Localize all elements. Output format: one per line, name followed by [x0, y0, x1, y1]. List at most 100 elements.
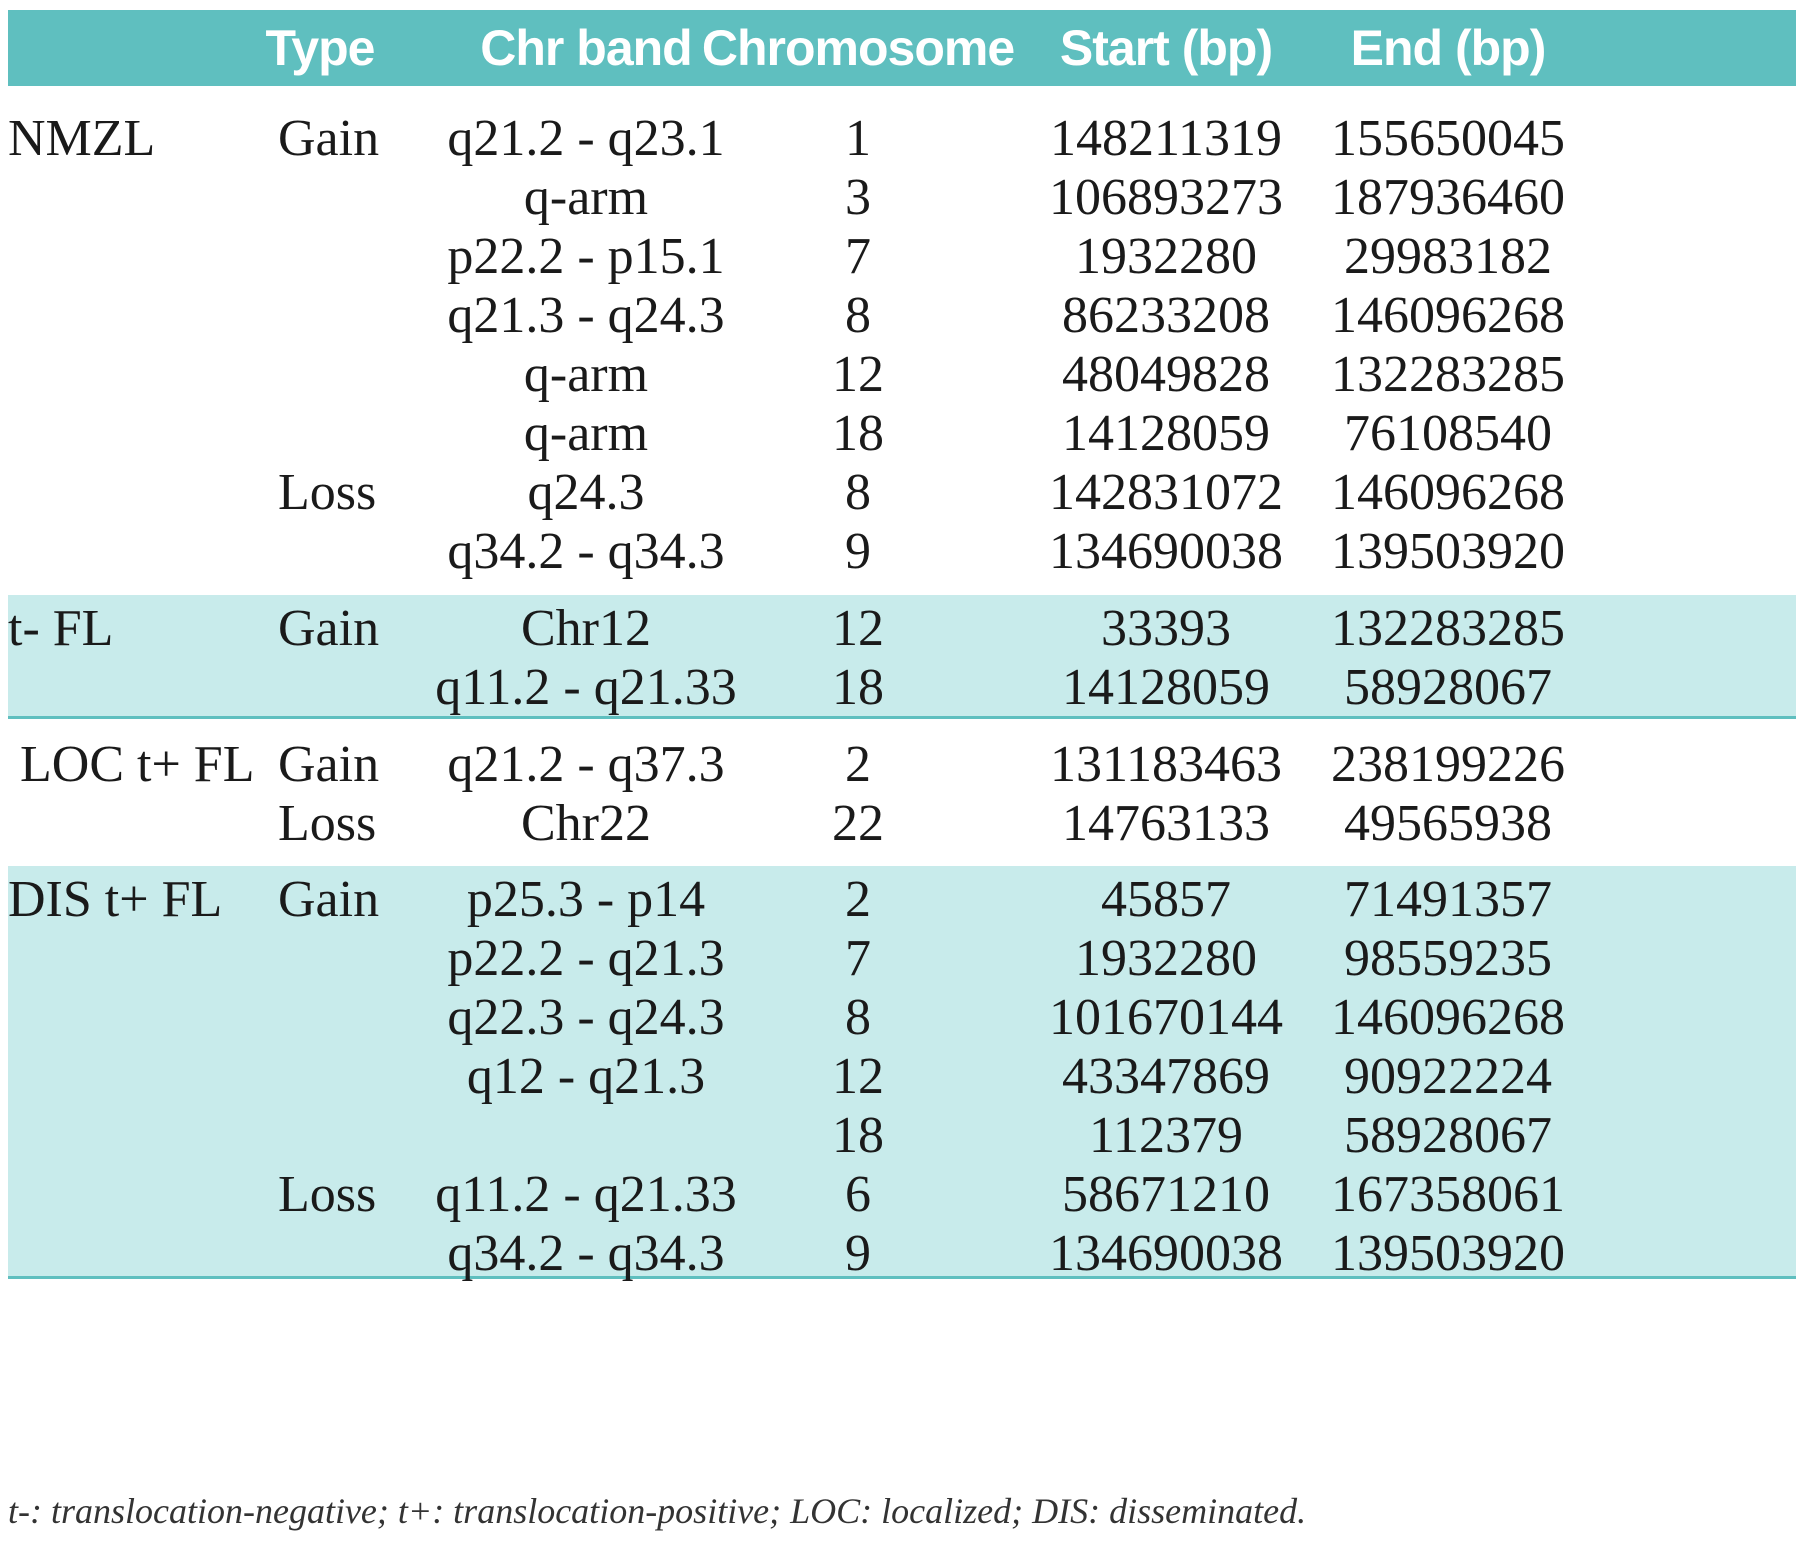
cell-end: 238199226 — [1331, 736, 1565, 793]
cell-band: Chr12 — [521, 600, 651, 657]
group-t-fl: t- FL Gain Chr12 12 33393 132283285 q11.2 - q2… — [8, 595, 1796, 719]
cell-end: 71491357 — [1344, 871, 1552, 928]
header-end: End (bp) — [1350, 20, 1547, 76]
table-header: Type Chr band Chromosome Start (bp) End … — [8, 10, 1796, 86]
header-chromosome: Chromosome — [701, 20, 1015, 76]
cell-chromosome: 9 — [845, 1225, 871, 1282]
cell-end: 187936460 — [1331, 169, 1565, 226]
cell-band: q21.2 - q23.1 — [447, 110, 725, 167]
table-row: Loss q11.2 - q21.33 6 58671210 167358061 — [8, 1161, 1796, 1229]
cell-chromosome: 2 — [845, 871, 871, 928]
cell-chromosome: 6 — [845, 1166, 871, 1223]
cell-chromosome: 3 — [845, 169, 871, 226]
cell-start: 45857 — [1101, 871, 1231, 928]
cell-band: q11.2 - q21.33 — [435, 1166, 737, 1223]
cell-band: q11.2 - q21.33 — [435, 659, 737, 716]
cell-band: q21.2 - q37.3 — [447, 736, 725, 793]
table-row: LOC t+ FL Gain q21.2 - q37.3 2 131183463 2381… — [8, 731, 1796, 799]
table-row: q11.2 - q21.33 18 14128059 58928067 — [8, 654, 1796, 722]
cell-start: 14763133 — [1062, 795, 1270, 852]
group-name: LOC t+ FL — [20, 736, 255, 793]
cell-start: 33393 — [1101, 600, 1231, 657]
cell-band: q12 - q21.3 — [466, 1048, 706, 1105]
cell-band: p22.2 - p15.1 — [447, 228, 725, 285]
cell-band: q-arm — [523, 169, 649, 226]
table-row: q21.3 - q24.3 8 86233208 146096268 — [8, 282, 1796, 350]
cell-chromosome: 12 — [832, 600, 884, 657]
cell-band: p22.2 - q21.3 — [447, 930, 725, 987]
group-name: t- FL — [8, 600, 114, 657]
cell-start: 1932280 — [1075, 228, 1257, 285]
table-row: DIS t+ FL Gain p25.3 - p14 2 45857 71491357 — [8, 866, 1796, 934]
cell-end: 49565938 — [1344, 795, 1552, 852]
table-row: q-arm 3 106893273 187936460 — [8, 164, 1796, 232]
cell-band: q21.3 - q24.3 — [447, 287, 725, 344]
table-row: 18 112379 58928067 — [8, 1102, 1796, 1170]
cell-start: 142831072 — [1049, 464, 1283, 521]
header-band: Chr band — [480, 20, 692, 76]
cell-band: q24.3 — [527, 464, 645, 521]
cell-type: Gain — [278, 736, 380, 793]
cell-end: 139503920 — [1331, 1225, 1565, 1282]
cell-chromosome: 18 — [832, 1107, 884, 1164]
group-name: NMZL — [8, 110, 156, 167]
cell-chromosome: 2 — [845, 736, 871, 793]
cell-band: p25.3 - p14 — [466, 871, 706, 928]
cell-chromosome: 18 — [832, 405, 884, 462]
cell-start: 86233208 — [1062, 287, 1270, 344]
group-loc-t-fl: LOC t+ FL Gain q21.2 - q37.3 2 131183463 2381… — [8, 731, 1796, 865]
cell-start: 106893273 — [1049, 169, 1283, 226]
cell-type: Gain — [278, 110, 380, 167]
cell-end: 155650045 — [1331, 110, 1565, 167]
cell-band: q22.3 - q24.3 — [447, 989, 725, 1046]
cell-band: q34.2 - q34.3 — [447, 1225, 725, 1282]
cell-type: Loss — [278, 1166, 377, 1223]
cell-chromosome: 8 — [845, 989, 871, 1046]
cell-end: 139503920 — [1331, 523, 1565, 580]
header-type: Type — [265, 20, 376, 76]
cell-end: 146096268 — [1331, 464, 1565, 521]
cell-band: q-arm — [523, 346, 649, 403]
cell-end: 132283285 — [1331, 600, 1565, 657]
cell-start: 134690038 — [1049, 1225, 1283, 1282]
cell-end: 29983182 — [1344, 228, 1552, 285]
cell-type: Gain — [278, 600, 380, 657]
table-row: p22.2 - p15.1 7 1932280 29983182 — [8, 223, 1796, 291]
cell-start: 134690038 — [1049, 523, 1283, 580]
cell-chromosome: 7 — [845, 930, 871, 987]
cell-band: q34.2 - q34.3 — [447, 523, 725, 580]
cell-chromosome: 22 — [832, 795, 884, 852]
table-row: Loss Chr22 22 14763133 49565938 — [8, 790, 1796, 858]
cell-chromosome: 18 — [832, 659, 884, 716]
cell-end: 132283285 — [1331, 346, 1565, 403]
cell-start: 58671210 — [1062, 1166, 1270, 1223]
cell-chromosome: 9 — [845, 523, 871, 580]
cell-chromosome: 1 — [845, 110, 871, 167]
table-row: q34.2 - q34.3 9 134690038 139503920 — [8, 518, 1796, 586]
table-row: p22.2 - q21.3 7 1932280 98559235 — [8, 925, 1796, 993]
table-row: q-arm 18 14128059 76108540 — [8, 400, 1796, 468]
cell-chromosome: 7 — [845, 228, 871, 285]
table-footnote: t-: translocation-negative; t+: transloc… — [8, 1491, 1307, 1531]
group-nmzl: NMZL Gain q21.2 - q23.1 1 148211319 155650045… — [8, 105, 1796, 615]
cell-start: 1932280 — [1075, 930, 1257, 987]
table-row: q-arm 12 48049828 132283285 — [8, 341, 1796, 409]
table-row: Loss q24.3 8 142831072 146096268 — [8, 459, 1796, 527]
group-name: DIS t+ FL — [8, 871, 223, 928]
cell-end: 76108540 — [1344, 405, 1552, 462]
group-dis-t-fl: DIS t+ FL Gain p25.3 - p14 2 45857 71491357 p2… — [8, 866, 1796, 1282]
cell-end: 98559235 — [1344, 930, 1552, 987]
table-row: NMZL Gain q21.2 - q23.1 1 148211319 155650045 — [8, 105, 1796, 173]
cell-band: Chr22 — [521, 795, 651, 852]
cell-chromosome: 8 — [845, 464, 871, 521]
cell-end: 146096268 — [1331, 989, 1565, 1046]
cell-start: 131183463 — [1049, 736, 1283, 793]
cell-end: 58928067 — [1344, 659, 1552, 716]
cell-chromosome: 12 — [832, 346, 884, 403]
cell-chromosome: 12 — [832, 1048, 884, 1105]
cell-start: 43347869 — [1062, 1048, 1270, 1105]
cell-start: 148211319 — [1049, 110, 1283, 167]
table-row: q12 - q21.3 12 43347869 90922224 — [8, 1043, 1796, 1111]
cell-type: Gain — [278, 871, 380, 928]
cell-end: 58928067 — [1344, 1107, 1552, 1164]
